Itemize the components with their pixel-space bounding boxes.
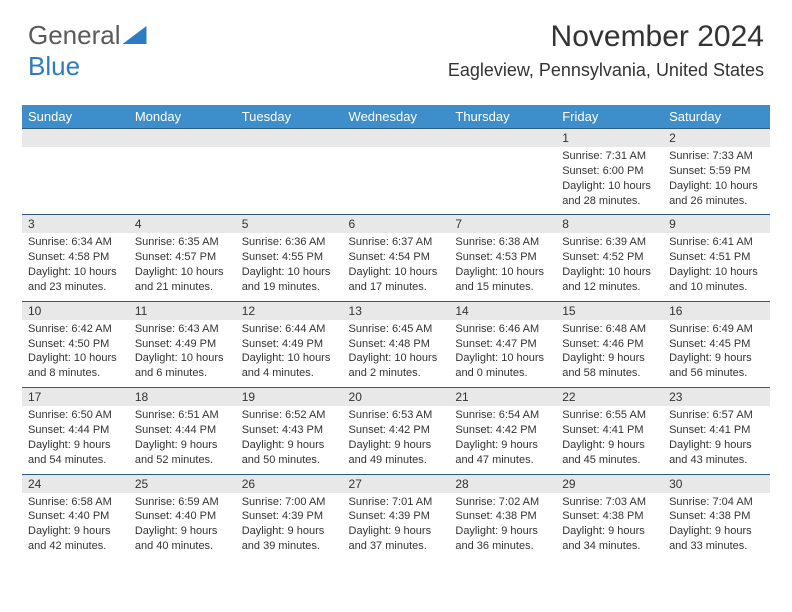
day-number-row: 24252627282930 (22, 474, 770, 493)
day-number-cell: 28 (449, 474, 556, 493)
day-number-cell (22, 129, 129, 148)
day-detail-cell: Sunrise: 6:55 AMSunset: 4:41 PMDaylight:… (556, 406, 663, 474)
day-number-cell: 19 (236, 388, 343, 407)
day-detail-cell: Sunrise: 7:31 AMSunset: 6:00 PMDaylight:… (556, 147, 663, 215)
day-body-row: Sunrise: 6:50 AMSunset: 4:44 PMDaylight:… (22, 406, 770, 474)
day-number-cell (343, 129, 450, 148)
day-number-cell: 20 (343, 388, 450, 407)
day-number-cell: 25 (129, 474, 236, 493)
weekday-header: Sunday (22, 105, 129, 129)
day-detail-cell: Sunrise: 6:35 AMSunset: 4:57 PMDaylight:… (129, 233, 236, 301)
day-number-cell: 5 (236, 215, 343, 234)
weekday-header: Thursday (449, 105, 556, 129)
day-number-cell: 6 (343, 215, 450, 234)
weekday-header: Wednesday (343, 105, 450, 129)
day-number-cell: 14 (449, 301, 556, 320)
day-body-row: Sunrise: 6:58 AMSunset: 4:40 PMDaylight:… (22, 493, 770, 560)
day-detail-cell: Sunrise: 6:49 AMSunset: 4:45 PMDaylight:… (663, 320, 770, 388)
day-detail-cell: Sunrise: 6:48 AMSunset: 4:46 PMDaylight:… (556, 320, 663, 388)
day-detail-cell: Sunrise: 7:33 AMSunset: 5:59 PMDaylight:… (663, 147, 770, 215)
day-detail-cell: Sunrise: 6:52 AMSunset: 4:43 PMDaylight:… (236, 406, 343, 474)
day-number-cell: 8 (556, 215, 663, 234)
day-detail-cell: Sunrise: 6:50 AMSunset: 4:44 PMDaylight:… (22, 406, 129, 474)
day-detail-cell: Sunrise: 6:54 AMSunset: 4:42 PMDaylight:… (449, 406, 556, 474)
day-detail-cell (129, 147, 236, 215)
day-number-cell: 4 (129, 215, 236, 234)
day-number-cell: 23 (663, 388, 770, 407)
day-body-row: Sunrise: 6:34 AMSunset: 4:58 PMDaylight:… (22, 233, 770, 301)
day-number-cell: 26 (236, 474, 343, 493)
day-body-row: Sunrise: 6:42 AMSunset: 4:50 PMDaylight:… (22, 320, 770, 388)
calendar-table: Sunday Monday Tuesday Wednesday Thursday… (22, 105, 770, 560)
day-detail-cell: Sunrise: 7:02 AMSunset: 4:38 PMDaylight:… (449, 493, 556, 560)
weekday-header: Monday (129, 105, 236, 129)
day-detail-cell: Sunrise: 6:44 AMSunset: 4:49 PMDaylight:… (236, 320, 343, 388)
day-detail-cell: Sunrise: 7:00 AMSunset: 4:39 PMDaylight:… (236, 493, 343, 560)
day-detail-cell: Sunrise: 6:51 AMSunset: 4:44 PMDaylight:… (129, 406, 236, 474)
day-number-cell: 21 (449, 388, 556, 407)
day-number-cell: 9 (663, 215, 770, 234)
brand-part1: General (28, 20, 121, 50)
day-number-cell (129, 129, 236, 148)
weekday-header: Saturday (663, 105, 770, 129)
day-number-cell: 29 (556, 474, 663, 493)
day-number-cell: 11 (129, 301, 236, 320)
brand-part2: Blue (28, 51, 80, 81)
day-number-cell: 18 (129, 388, 236, 407)
day-detail-cell: Sunrise: 6:39 AMSunset: 4:52 PMDaylight:… (556, 233, 663, 301)
day-detail-cell: Sunrise: 6:42 AMSunset: 4:50 PMDaylight:… (22, 320, 129, 388)
page-title: November 2024 (551, 20, 764, 54)
day-detail-cell: Sunrise: 6:38 AMSunset: 4:53 PMDaylight:… (449, 233, 556, 301)
day-detail-cell: Sunrise: 6:43 AMSunset: 4:49 PMDaylight:… (129, 320, 236, 388)
day-number-cell: 17 (22, 388, 129, 407)
brand-logo: General Blue (28, 20, 147, 82)
day-detail-cell (449, 147, 556, 215)
day-number-cell: 30 (663, 474, 770, 493)
day-number-cell: 1 (556, 129, 663, 148)
day-number-cell: 24 (22, 474, 129, 493)
day-detail-cell: Sunrise: 6:59 AMSunset: 4:40 PMDaylight:… (129, 493, 236, 560)
day-detail-cell: Sunrise: 6:36 AMSunset: 4:55 PMDaylight:… (236, 233, 343, 301)
day-detail-cell: Sunrise: 6:58 AMSunset: 4:40 PMDaylight:… (22, 493, 129, 560)
day-number-row: 3456789 (22, 215, 770, 234)
day-detail-cell (343, 147, 450, 215)
day-detail-cell: Sunrise: 7:04 AMSunset: 4:38 PMDaylight:… (663, 493, 770, 560)
day-number-row: 10111213141516 (22, 301, 770, 320)
day-number-cell: 13 (343, 301, 450, 320)
day-number-cell: 12 (236, 301, 343, 320)
day-number-row: 12 (22, 129, 770, 148)
day-detail-cell: Sunrise: 6:57 AMSunset: 4:41 PMDaylight:… (663, 406, 770, 474)
location-subtitle: Eagleview, Pennsylvania, United States (448, 60, 764, 81)
weekday-header: Tuesday (236, 105, 343, 129)
day-detail-cell: Sunrise: 6:46 AMSunset: 4:47 PMDaylight:… (449, 320, 556, 388)
day-detail-cell: Sunrise: 6:37 AMSunset: 4:54 PMDaylight:… (343, 233, 450, 301)
weekday-header-row: Sunday Monday Tuesday Wednesday Thursday… (22, 105, 770, 129)
day-number-cell: 16 (663, 301, 770, 320)
day-number-cell (236, 129, 343, 148)
day-detail-cell: Sunrise: 7:03 AMSunset: 4:38 PMDaylight:… (556, 493, 663, 560)
day-detail-cell (22, 147, 129, 215)
day-number-cell: 10 (22, 301, 129, 320)
day-detail-cell: Sunrise: 7:01 AMSunset: 4:39 PMDaylight:… (343, 493, 450, 560)
day-number-cell: 22 (556, 388, 663, 407)
day-number-cell: 3 (22, 215, 129, 234)
day-number-cell (449, 129, 556, 148)
day-number-cell: 2 (663, 129, 770, 148)
day-number-cell: 7 (449, 215, 556, 234)
day-number-cell: 27 (343, 474, 450, 493)
weekday-header: Friday (556, 105, 663, 129)
brand-triangle-icon (123, 26, 147, 44)
day-detail-cell: Sunrise: 6:53 AMSunset: 4:42 PMDaylight:… (343, 406, 450, 474)
day-detail-cell: Sunrise: 6:41 AMSunset: 4:51 PMDaylight:… (663, 233, 770, 301)
day-number-cell: 15 (556, 301, 663, 320)
day-body-row: Sunrise: 7:31 AMSunset: 6:00 PMDaylight:… (22, 147, 770, 215)
day-detail-cell: Sunrise: 6:45 AMSunset: 4:48 PMDaylight:… (343, 320, 450, 388)
day-number-row: 17181920212223 (22, 388, 770, 407)
day-detail-cell (236, 147, 343, 215)
day-detail-cell: Sunrise: 6:34 AMSunset: 4:58 PMDaylight:… (22, 233, 129, 301)
